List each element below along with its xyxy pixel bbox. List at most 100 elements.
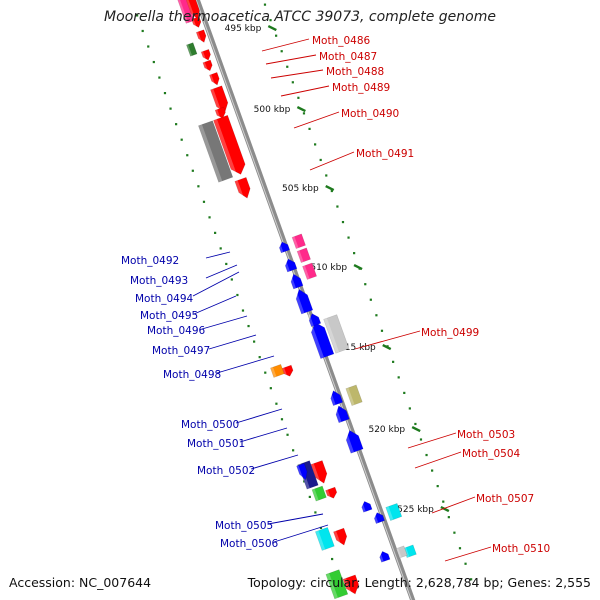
gene-feature[interactable] <box>213 114 247 177</box>
gene-feature[interactable] <box>195 29 208 44</box>
label-leader-line <box>216 355 275 374</box>
label-leader-line <box>414 451 462 469</box>
scale-dot <box>314 143 317 146</box>
gene-feature[interactable] <box>328 389 344 407</box>
gene-feature[interactable] <box>270 363 285 378</box>
gene-feature[interactable] <box>183 0 202 21</box>
gene-feature[interactable] <box>281 364 295 378</box>
scale-dot <box>214 231 217 234</box>
gene-feature[interactable] <box>311 485 327 502</box>
scale-dot <box>275 402 278 405</box>
label-leader-line <box>309 151 355 171</box>
gene-feature[interactable] <box>200 48 212 62</box>
gene-feature[interactable] <box>191 16 203 29</box>
gene-feature[interactable] <box>234 176 253 201</box>
scale-dot <box>208 216 211 219</box>
scale-dot <box>330 189 333 193</box>
gene-label[interactable]: Moth_0506 <box>220 538 279 550</box>
scale-dot <box>269 387 272 390</box>
gene-feature[interactable] <box>343 428 364 454</box>
gene-label[interactable]: Moth_0502 <box>197 465 255 477</box>
gene-label[interactable]: Moth_0493 <box>130 275 188 287</box>
label-leader-line <box>201 315 248 330</box>
gene-feature[interactable] <box>372 511 386 524</box>
gene-label[interactable]: Moth_0491 <box>356 148 414 160</box>
gene-feature[interactable] <box>342 574 361 597</box>
gene-label[interactable]: Moth_0486 <box>312 35 371 47</box>
gene-feature[interactable] <box>214 106 227 120</box>
scale-dot <box>136 14 139 17</box>
gene-feature[interactable] <box>360 500 373 513</box>
gene-feature[interactable] <box>186 42 198 57</box>
label-leader-line <box>280 85 330 97</box>
gene-feature[interactable] <box>296 247 311 263</box>
gene-label[interactable]: Moth_0501 <box>187 438 245 450</box>
gene-feature[interactable] <box>333 527 349 547</box>
scale-dot <box>341 220 345 224</box>
scale-dot <box>347 236 350 239</box>
gene-label[interactable]: Moth_0490 <box>341 108 399 120</box>
scale-dot <box>263 3 267 6</box>
gene-label[interactable]: Moth_0489 <box>332 82 390 94</box>
gene-feature[interactable] <box>385 502 403 521</box>
accession-text: Accession: NC_007644 <box>9 575 152 590</box>
scale-dot <box>297 96 300 99</box>
tick-mark <box>411 425 421 433</box>
gene-label[interactable]: Moth_0507 <box>476 493 534 505</box>
gene-feature[interactable] <box>293 287 314 315</box>
scale-dot <box>425 453 428 457</box>
label-leader-line <box>270 69 324 79</box>
tick-label: 520 kbp <box>368 425 405 435</box>
tick-label: 495 kbp <box>225 24 262 34</box>
scale-dot <box>319 158 322 162</box>
gene-feature[interactable] <box>296 462 310 482</box>
gene-label[interactable]: Moth_0488 <box>326 66 384 78</box>
gene-label[interactable]: Moth_0503 <box>457 429 515 441</box>
scale-dot <box>353 252 356 255</box>
gene-label[interactable]: Moth_0496 <box>147 325 206 337</box>
gene-feature[interactable] <box>291 233 306 249</box>
gene-feature[interactable] <box>209 71 221 87</box>
gene-feature[interactable] <box>345 384 363 406</box>
gene-feature[interactable] <box>325 486 339 500</box>
gene-feature[interactable] <box>277 240 291 254</box>
scale-dot <box>314 511 317 514</box>
scale-dot <box>292 449 295 452</box>
gene-label[interactable]: Moth_0498 <box>163 369 221 381</box>
gene-feature[interactable] <box>283 257 298 273</box>
gene-feature[interactable] <box>202 59 214 73</box>
gene-feature[interactable] <box>333 404 350 424</box>
gene-feature[interactable] <box>314 526 335 551</box>
gene-feature[interactable] <box>307 312 322 328</box>
gene-label[interactable]: Moth_0510 <box>492 543 550 555</box>
scale-dot <box>197 185 200 188</box>
gene-feature[interactable] <box>323 314 350 354</box>
gene-label[interactable]: Moth_0487 <box>319 51 377 63</box>
gene-feature[interactable] <box>378 550 391 563</box>
scale-dot <box>458 547 462 550</box>
gene-feature[interactable] <box>395 545 408 559</box>
gene-label[interactable]: Moth_0495 <box>140 310 198 322</box>
gene-feature[interactable] <box>302 262 318 280</box>
gene-label[interactable]: Moth_0497 <box>152 345 210 357</box>
label-leader-line <box>444 546 492 562</box>
left-scale-rail <box>263 3 473 581</box>
gene-label[interactable]: Moth_0499 <box>421 327 479 339</box>
scale-dot <box>186 154 189 157</box>
gene-feature[interactable] <box>288 272 304 290</box>
tick-mark <box>296 105 306 113</box>
gene-feature[interactable] <box>308 320 335 360</box>
gene-label[interactable]: Moth_0505 <box>215 520 273 532</box>
gene-label[interactable]: Moth_0504 <box>462 448 521 460</box>
gene-label[interactable]: Moth_0492 <box>121 255 179 267</box>
gene-feature[interactable] <box>198 120 234 183</box>
scale-dot <box>380 329 384 332</box>
scale-dot <box>147 45 150 48</box>
gene-feature[interactable] <box>325 569 349 600</box>
gene-label[interactable]: Moth_0494 <box>135 293 194 305</box>
gene-label[interactable]: Moth_0500 <box>181 419 239 431</box>
gene-feature[interactable] <box>210 85 230 115</box>
scale-dot <box>408 407 411 410</box>
